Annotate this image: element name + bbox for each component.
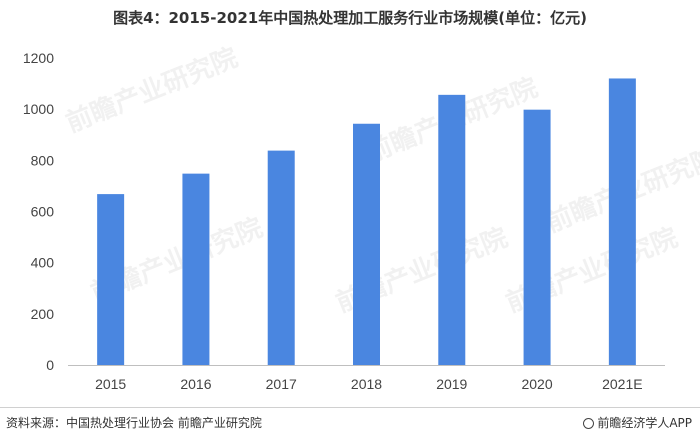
footer-divider bbox=[0, 407, 700, 408]
bar-2020 bbox=[523, 109, 551, 365]
y-tick-label: 1000 bbox=[23, 101, 54, 117]
brand-logo-icon bbox=[583, 418, 595, 429]
x-tick-label: 2017 bbox=[266, 376, 297, 392]
y-tick-label: 200 bbox=[31, 306, 55, 322]
x-axis: 2015 2016 2017 2018 2019 2020 2021E bbox=[68, 365, 665, 392]
bar-2017 bbox=[267, 150, 295, 365]
y-tick-label: 400 bbox=[31, 255, 55, 271]
y-tick-label: 800 bbox=[31, 152, 55, 168]
brand-label: 前瞻经济学人APP bbox=[597, 416, 692, 430]
x-tick-label: 2019 bbox=[436, 376, 467, 392]
brand-credit: 前瞻经济学人APP bbox=[583, 414, 692, 431]
bar-2018 bbox=[353, 123, 380, 365]
y-tick-label: 600 bbox=[31, 204, 55, 220]
bar-2021E bbox=[608, 78, 636, 365]
x-tick-label: 2018 bbox=[351, 376, 382, 392]
chart-title: 图表4：2015-2021年中国热处理加工服务行业市场规模(单位：亿元) bbox=[113, 9, 587, 27]
bar-2015 bbox=[97, 194, 125, 365]
bar-2019 bbox=[438, 94, 466, 365]
y-axis: 0 200 400 600 800 1000 1200 bbox=[23, 50, 54, 373]
x-tick-label: 2020 bbox=[521, 376, 552, 392]
x-tick-label: 2021E bbox=[602, 376, 642, 392]
source-note: 资料来源：中国热处理行业协会 前瞻产业研究院 bbox=[6, 416, 262, 430]
bar-series bbox=[97, 78, 636, 365]
x-tick-label: 2015 bbox=[95, 376, 126, 392]
bar-2016 bbox=[182, 173, 210, 365]
y-tick-label: 0 bbox=[46, 357, 54, 373]
x-tick-label: 2016 bbox=[180, 376, 211, 392]
y-tick-label: 1200 bbox=[23, 50, 54, 66]
